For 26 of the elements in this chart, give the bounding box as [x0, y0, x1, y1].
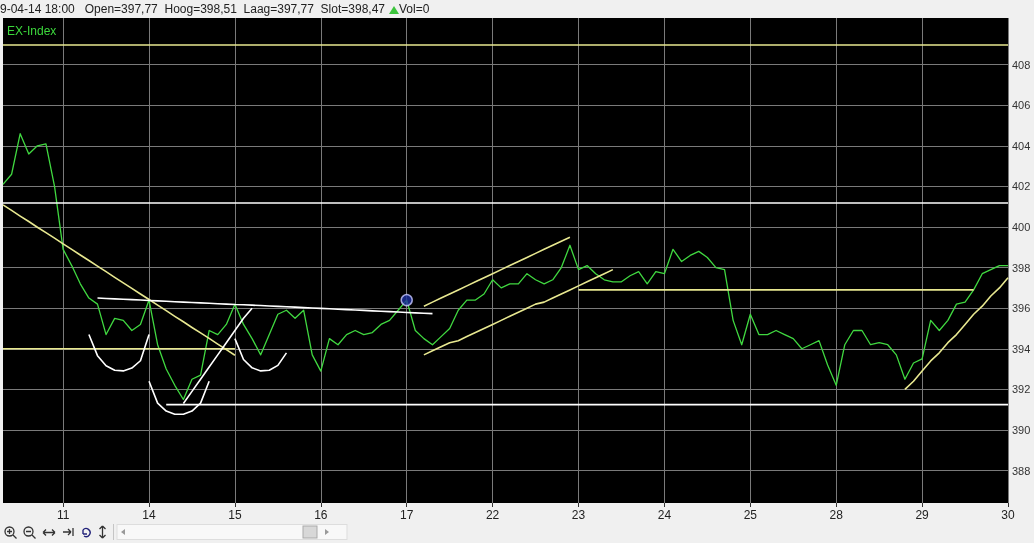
text: EX-Index — [7, 24, 57, 38]
x-tick-label: 14 — [142, 508, 157, 522]
text: Vol=0 — [399, 2, 430, 16]
x-tick-label: 25 — [743, 508, 758, 522]
y-tick-label: 390 — [1012, 423, 1031, 436]
x-tick-label: 23 — [571, 508, 586, 522]
y-tick-label: 394 — [1012, 342, 1031, 355]
x-tick-label: 11 — [56, 508, 70, 522]
y-tick-label: 406 — [1012, 99, 1031, 112]
chart-title: 9-04-14 18:00 Open=397,77 Hoog=398,51 Laag=397,77 Slot=398,47 — [0, 2, 385, 16]
x-tick-label: 29 — [915, 508, 930, 522]
y-tick-label: 388 — [1012, 464, 1031, 477]
x-tick-label: 17 — [400, 508, 414, 522]
x-tick-label: 15 — [228, 508, 242, 522]
x-tick-label: 24 — [657, 508, 672, 522]
y-tick-label: 402 — [1012, 180, 1031, 193]
y-tick-label: 398 — [1012, 261, 1031, 274]
y-tick-label: 400 — [1012, 221, 1031, 234]
x-tick-label: 22 — [485, 508, 500, 522]
x-tick-label: 30 — [1001, 508, 1015, 522]
x-tick-label: 16 — [314, 508, 328, 522]
x-tick-label: 28 — [829, 508, 844, 522]
y-tick-label: 404 — [1012, 139, 1031, 152]
y-tick-label: 396 — [1012, 302, 1031, 315]
y-tick-label: 392 — [1012, 383, 1031, 396]
y-tick-label: 408 — [1012, 58, 1031, 71]
